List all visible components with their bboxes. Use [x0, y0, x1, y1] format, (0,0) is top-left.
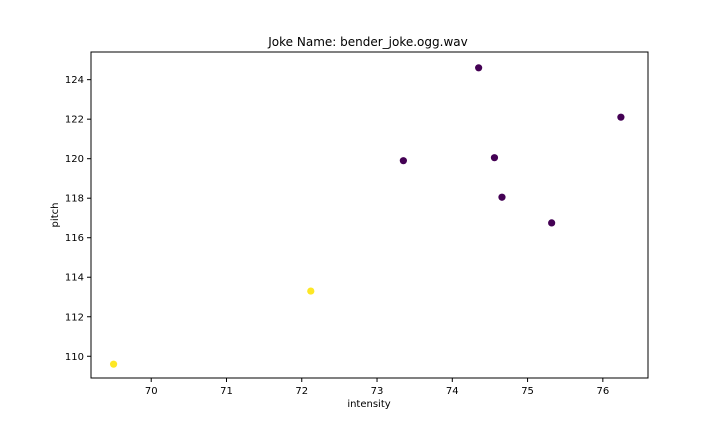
data-point — [109, 360, 118, 368]
x-tick-label: 74 — [446, 386, 459, 397]
y-tick-label: 110 — [65, 352, 84, 363]
x-tick-label: 75 — [521, 386, 534, 397]
x-tick-label: 76 — [596, 386, 609, 397]
x-tick-label: 72 — [295, 386, 308, 397]
points-layer — [109, 64, 625, 368]
data-point — [475, 64, 483, 72]
y-tick-label: 120 — [65, 154, 84, 165]
x-tick-label: 70 — [145, 386, 158, 397]
data-point — [307, 287, 315, 295]
y-axis: 110 112 114 116 118 120 122 124 — [65, 75, 91, 363]
y-tick-label: 112 — [65, 312, 84, 323]
y-tick-label: 114 — [65, 273, 84, 284]
data-point — [490, 154, 499, 162]
y-tick-label: 116 — [65, 233, 84, 244]
data-point — [399, 157, 407, 165]
x-tick-label: 71 — [220, 386, 233, 397]
y-tick-label: 122 — [65, 115, 84, 126]
x-tick-label: 73 — [371, 386, 384, 397]
y-tick-label: 124 — [65, 75, 84, 86]
y-tick-label: 118 — [65, 194, 84, 205]
chart-title: Joke Name: bender_joke.ogg.wav — [267, 35, 467, 49]
y-axis-label: pitch — [50, 203, 61, 228]
plot-frame — [90, 51, 649, 379]
data-point — [617, 113, 625, 121]
data-point — [548, 219, 556, 227]
x-axis: 70 71 72 73 74 75 76 — [145, 378, 609, 397]
data-point — [498, 193, 506, 201]
x-axis-label: intensity — [347, 399, 390, 410]
